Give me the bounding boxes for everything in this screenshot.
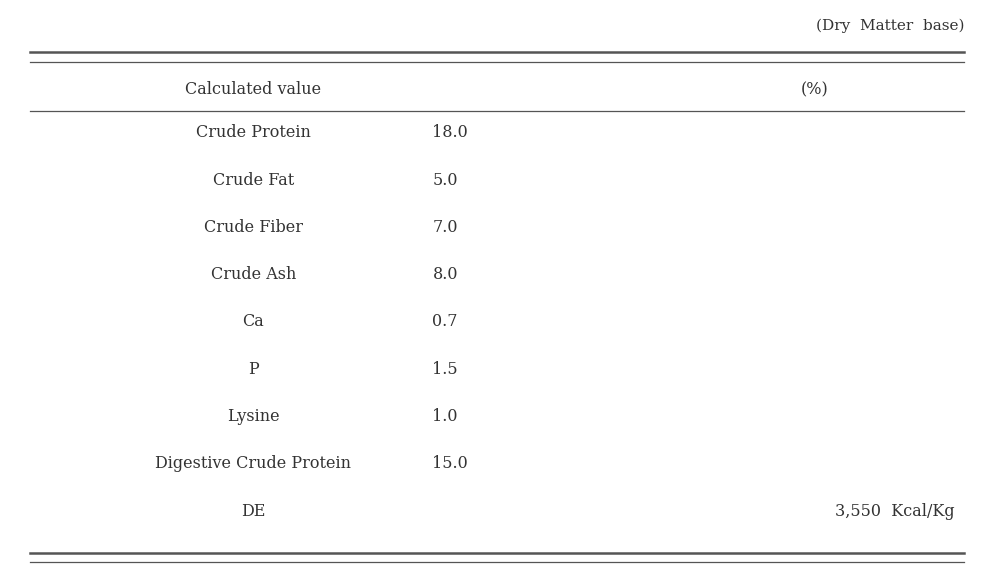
Text: (Dry  Matter  base): (Dry Matter base) <box>816 19 964 33</box>
Text: 3,550  Kcal/Kg: 3,550 Kcal/Kg <box>835 503 954 520</box>
Text: Digestive Crude Protein: Digestive Crude Protein <box>155 455 352 473</box>
Text: (%): (%) <box>801 81 829 98</box>
Text: Lysine: Lysine <box>228 408 279 425</box>
Text: 1.5: 1.5 <box>432 361 458 378</box>
Text: 5.0: 5.0 <box>432 171 458 189</box>
Text: Ca: Ca <box>243 313 264 331</box>
Text: 18.0: 18.0 <box>432 124 468 141</box>
Text: DE: DE <box>242 503 265 520</box>
Text: 0.7: 0.7 <box>432 313 458 331</box>
Text: Calculated value: Calculated value <box>186 81 321 98</box>
Text: 8.0: 8.0 <box>432 266 458 283</box>
Text: 15.0: 15.0 <box>432 455 468 473</box>
Text: Crude Ash: Crude Ash <box>211 266 296 283</box>
Text: Crude Protein: Crude Protein <box>196 124 311 141</box>
Text: 1.0: 1.0 <box>432 408 458 425</box>
Text: P: P <box>248 361 258 378</box>
Text: Crude Fat: Crude Fat <box>213 171 294 189</box>
Text: Crude Fiber: Crude Fiber <box>204 219 303 236</box>
Text: 7.0: 7.0 <box>432 219 458 236</box>
